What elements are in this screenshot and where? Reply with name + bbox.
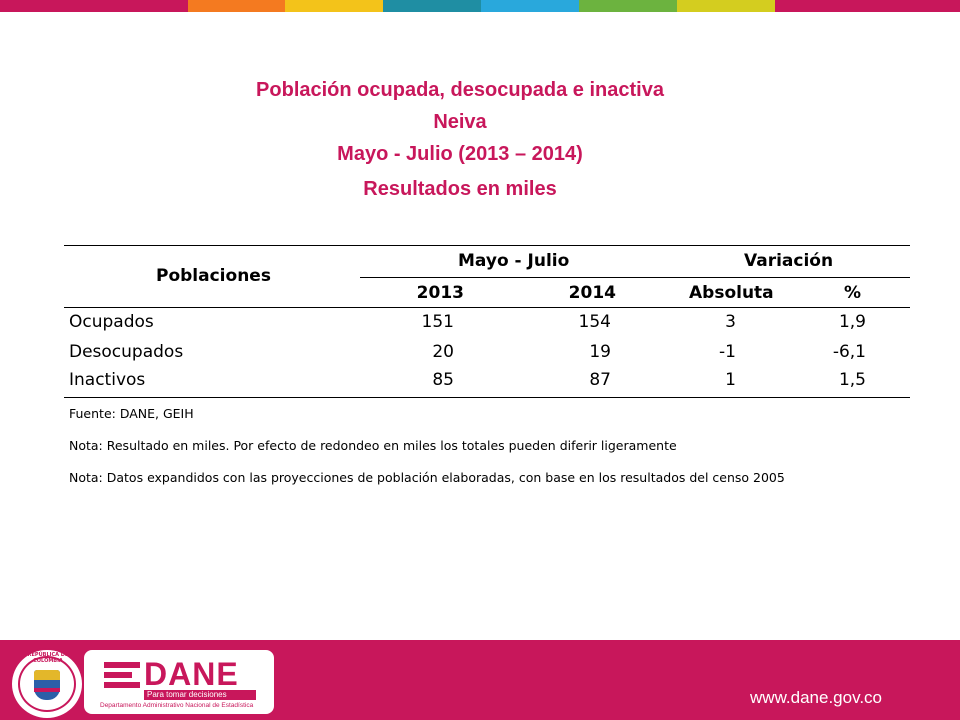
dane-mark-icon [104, 662, 140, 688]
dane-logo-subtitle: Departamento Administrativo Nacional de … [100, 702, 254, 709]
coat-of-arms-icon [34, 670, 60, 700]
row-label: Inactivos [69, 370, 146, 390]
cell-absoluta: -1 [719, 342, 736, 362]
top-bar-segment [775, 0, 960, 12]
cell-2013: 151 [421, 312, 454, 332]
row-label: Ocupados [69, 312, 154, 332]
cell-absoluta: 3 [725, 312, 736, 332]
title-line-2: Neiva [433, 111, 487, 133]
table-rule-group [360, 277, 910, 278]
header-2013: 2013 [416, 283, 464, 303]
top-bar-segment [285, 0, 383, 12]
top-bar-segment [579, 0, 677, 12]
header-percent: % [844, 283, 862, 303]
table-rule-bottom [64, 397, 910, 398]
row-label: Desocupados [69, 342, 184, 362]
top-bar-segment [188, 0, 285, 12]
cell-percent: 1,9 [838, 312, 866, 332]
header-2014: 2014 [568, 283, 616, 303]
dane-logo-word: DANE [144, 656, 239, 692]
title-line-4: Resultados en miles [363, 178, 557, 200]
cell-percent: -6,1 [832, 342, 866, 362]
cell-percent: 1,5 [838, 370, 866, 390]
table-rule-header [64, 307, 910, 308]
dane-logo: DANE Para tomar decisiones Departamento … [84, 650, 274, 714]
rounding-note: Nota: Resultado en miles. Por efecto de … [69, 438, 677, 453]
cell-2014: 87 [589, 370, 611, 390]
top-bar-segment [481, 0, 579, 12]
cell-2013: 85 [432, 370, 454, 390]
cell-2014: 154 [578, 312, 611, 332]
dane-logo-tagline: Para tomar decisiones [144, 690, 256, 700]
website-link[interactable]: www.dane.gov.co [750, 688, 882, 707]
title-line-1: Población ocupada, desocupada e inactiva [256, 79, 664, 101]
table-rule-top [64, 245, 910, 246]
top-bar-segment [0, 0, 188, 12]
seal-text: REPÚBLICA DE COLOMBIA [27, 652, 69, 664]
cell-absoluta: 1 [725, 370, 736, 390]
footer-bar: REPÚBLICA DE COLOMBIA DANE Para tomar de… [0, 640, 960, 720]
header-mayo-julio: Mayo - Julio [458, 251, 570, 271]
colombia-seal-icon: REPÚBLICA DE COLOMBIA [10, 648, 84, 720]
slide-title: Población ocupada, desocupada e inactiva… [0, 74, 920, 208]
seal-ring [18, 656, 76, 712]
top-bar-segment [677, 0, 775, 12]
top-bar-segment [383, 0, 481, 12]
title-line-3: Mayo - Julio (2013 – 2014) [337, 143, 583, 165]
projection-note: Nota: Datos expandidos con las proyeccio… [69, 470, 785, 485]
source-note: Fuente: DANE, GEIH [69, 406, 194, 421]
top-color-bar [0, 0, 960, 12]
cell-2013: 20 [432, 342, 454, 362]
header-absoluta: Absoluta [689, 283, 774, 303]
cell-2014: 19 [589, 342, 611, 362]
table-notes: Fuente: DANE, GEIH Nota: Resultado en mi… [69, 405, 785, 501]
header-poblaciones: Poblaciones [156, 266, 271, 286]
header-variacion: Variación [744, 251, 834, 271]
